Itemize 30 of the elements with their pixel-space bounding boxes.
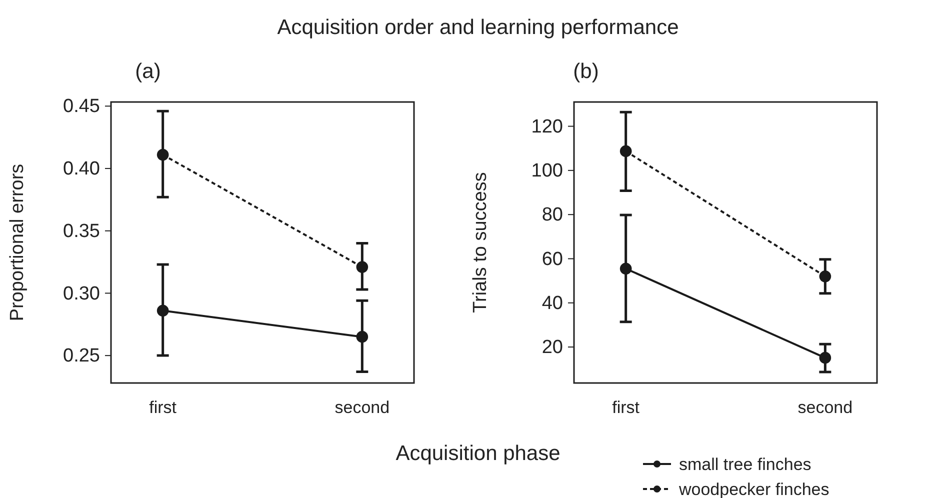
y-tick-label: 0.35: [63, 220, 100, 242]
y-tick-label: 20: [542, 337, 563, 358]
x-axis-title: Acquisition phase: [396, 442, 560, 465]
y-tick-label: 0.25: [63, 346, 100, 367]
point: [156, 148, 169, 161]
y-tick-label: 0.45: [63, 96, 100, 118]
x-tick-label: first: [612, 398, 640, 418]
legend-label: small tree finches: [679, 455, 812, 474]
point: [156, 304, 169, 317]
point: [356, 330, 368, 343]
chart-subtitle: (a): [135, 60, 161, 83]
y-tick-label: 0.30: [63, 283, 100, 304]
y-tick-label: 40: [542, 292, 563, 314]
y-tick-label: 60: [542, 248, 563, 270]
text: Acquisition order and learning performance: [277, 16, 679, 39]
y-axis-title: Trials to success: [470, 172, 491, 313]
x-tick-label: second: [334, 398, 390, 418]
x-tick-label: first: [149, 398, 177, 418]
y-tick-label: 80: [542, 204, 563, 226]
y-tick-label: 120: [531, 116, 563, 138]
point: [620, 262, 632, 275]
point: [620, 145, 632, 158]
point: [819, 270, 832, 282]
point: [819, 352, 832, 364]
y-tick-label: 0.40: [63, 158, 100, 180]
x-tick-label: second: [798, 398, 853, 418]
chart-subtitle: (b): [573, 60, 599, 83]
point: [356, 261, 368, 273]
y-axis-title: Proportional errors: [7, 164, 28, 322]
y-tick-label: 100: [531, 160, 563, 182]
